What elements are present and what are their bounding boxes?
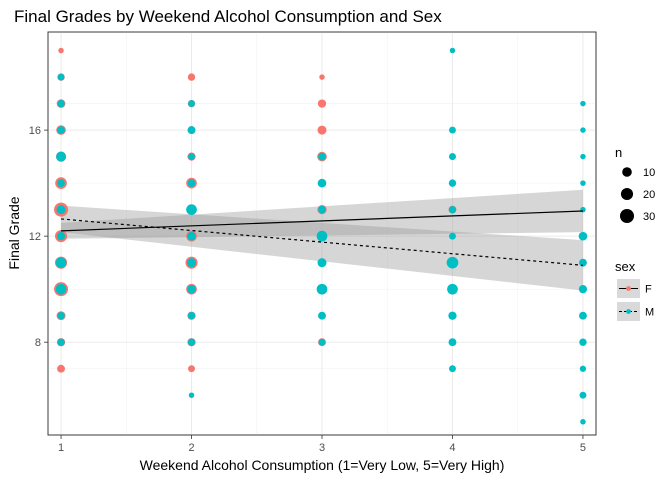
point-M [318, 205, 326, 214]
point-M [580, 127, 586, 133]
point-M [316, 283, 328, 295]
point-M [55, 283, 67, 295]
size-legend-label: 30 [643, 211, 655, 223]
point-M [449, 232, 456, 240]
point-M [188, 100, 195, 108]
point-F [317, 125, 327, 135]
point-M [316, 230, 328, 242]
point-M [188, 392, 195, 398]
y-tick-label: 8 [35, 337, 41, 349]
point-M [580, 153, 586, 160]
point-F [317, 99, 327, 108]
color-legend-title: sex [615, 259, 636, 274]
color-legend-label: F [645, 284, 652, 296]
point-M [448, 311, 457, 320]
point-M [317, 258, 327, 268]
size-legend-label: 20 [643, 189, 655, 201]
size-legend: n 10 20 30 [615, 145, 655, 224]
point-M [57, 126, 65, 135]
size-legend-key [622, 167, 632, 177]
x-tick-label: 3 [319, 442, 325, 454]
confidence-ribbon-M [61, 205, 583, 291]
point-M [187, 338, 196, 346]
fit-lines [60, 210, 584, 266]
point-M [57, 73, 65, 81]
color-legend-point [626, 309, 631, 314]
point-M [187, 284, 196, 294]
fit-line-F [61, 210, 583, 232]
point-M [57, 311, 65, 320]
point-M [448, 205, 457, 214]
point-M [318, 152, 326, 161]
point-M [55, 257, 67, 269]
x-tick-label: 4 [449, 442, 455, 454]
point-M [446, 256, 459, 269]
point-M [449, 126, 456, 134]
point-M [317, 178, 327, 188]
y-axis-title: Final Grade [6, 196, 22, 269]
point-F [187, 73, 196, 81]
point-M [579, 338, 587, 346]
point-M [186, 204, 197, 215]
point-F [57, 364, 65, 373]
point-F [188, 365, 195, 373]
point-M [579, 258, 587, 267]
point-M [56, 151, 66, 162]
point-M [580, 180, 586, 186]
point-M [318, 338, 326, 346]
point-M [447, 283, 458, 295]
x-axis-title: Weekend Alcohol Consumption (1=Very Low,… [140, 457, 505, 473]
point-M [318, 311, 326, 320]
point-M [580, 100, 586, 107]
point-F [319, 74, 325, 80]
point-M [57, 179, 65, 188]
size-legend-key [620, 187, 634, 201]
point-M [448, 338, 457, 347]
size-legend-title: n [615, 145, 622, 160]
x-tick-label: 5 [580, 442, 586, 454]
color-legend-label: M [645, 307, 654, 319]
point-F [58, 47, 64, 54]
point-M [187, 311, 196, 320]
point-M [578, 285, 588, 294]
point-M [580, 418, 586, 425]
y-tick-label: 12 [29, 231, 41, 243]
point-M [56, 232, 66, 241]
point-M [187, 179, 196, 188]
point-M [579, 365, 587, 372]
point-M [188, 153, 195, 161]
point-M [187, 231, 196, 241]
chart-title: Final Grades by Weekend Alcohol Consumpt… [14, 7, 442, 26]
point-M [578, 231, 588, 241]
point-M [187, 258, 197, 268]
point-M [449, 153, 456, 161]
point-M [579, 391, 587, 399]
x-tick-label: 1 [58, 442, 64, 454]
color-legend: sex FM [615, 259, 654, 321]
y-axis-ticks: 8 12 16 [29, 125, 48, 349]
point-M [57, 338, 65, 346]
point-M [448, 179, 457, 187]
point-M [449, 365, 456, 373]
point-M [187, 126, 196, 135]
data-points [54, 47, 588, 425]
color-legend-point [626, 286, 631, 291]
x-tick-label: 2 [188, 442, 194, 454]
y-tick-label: 16 [29, 125, 41, 137]
size-legend-label: 10 [643, 167, 655, 179]
point-M [449, 47, 456, 54]
x-axis-ticks: 1 2 3 4 5 [58, 435, 586, 454]
point-M [579, 311, 587, 320]
size-legend-key [619, 208, 635, 224]
point-M [57, 99, 65, 108]
point-M [56, 205, 66, 215]
